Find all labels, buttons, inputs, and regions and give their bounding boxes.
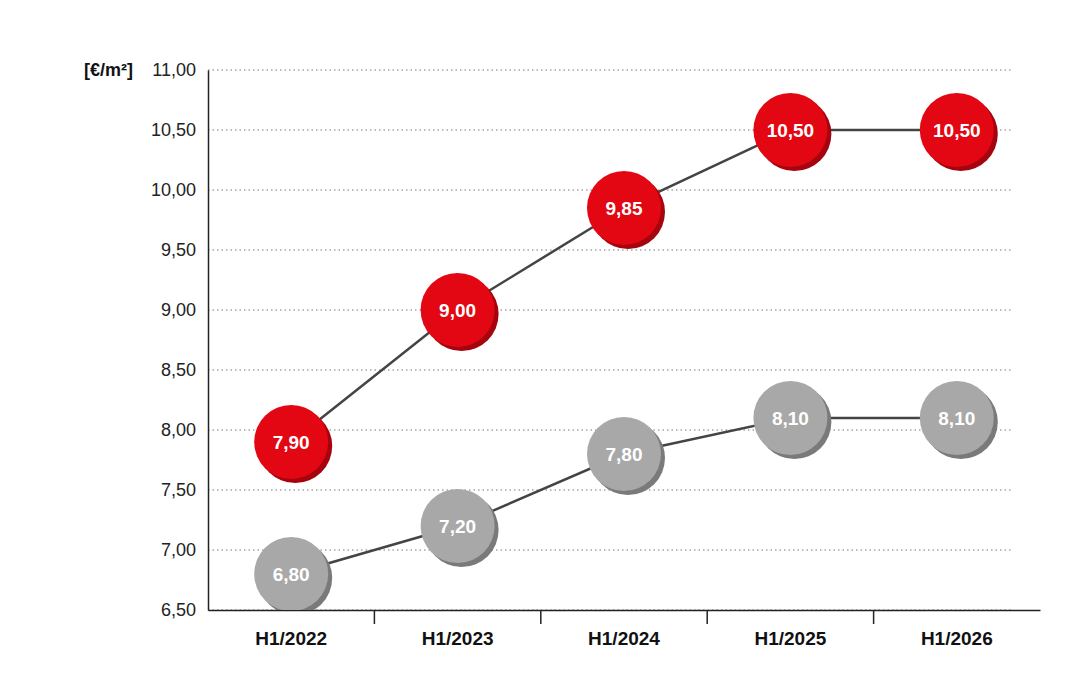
data-label: 7,80 — [606, 444, 643, 465]
coin — [753, 381, 831, 459]
y-axis: 6,50 7,00 7,50 8,00 8,50 9,00 9,50 10,00 10,50 11… — [151, 60, 209, 620]
coin — [254, 537, 332, 610]
coin — [254, 405, 332, 483]
x-tick-label: H1/2026 — [921, 628, 993, 649]
x-separator — [873, 610, 875, 624]
y-tick-label: 11,00 — [152, 60, 196, 80]
plot-area — [254, 93, 998, 610]
x-tick: H1/2024 — [588, 610, 660, 649]
marker — [587, 171, 661, 245]
x-separator — [540, 610, 542, 624]
grid-line — [208, 370, 1012, 371]
y-tick-label: 8,00 — [161, 420, 196, 440]
grid — [208, 70, 1012, 610]
coin — [421, 273, 499, 351]
data-label: 8,10 — [938, 408, 975, 429]
marker — [254, 537, 328, 610]
x-tick-label: H1/2025 — [754, 628, 826, 649]
x-separator — [374, 610, 376, 624]
x-tick-label: H1/2024 — [588, 628, 660, 649]
x-tick-label: H1/2022 — [255, 628, 327, 649]
grid-line — [208, 310, 1012, 311]
data-label: 6,80 — [273, 564, 310, 585]
x-tick: H1/2026 — [921, 610, 993, 649]
data-label: 9,85 — [606, 198, 643, 219]
y-tick-label: 7,00 — [161, 540, 196, 560]
data-label: 10,50 — [767, 120, 815, 141]
y-tick: 9,00 — [161, 300, 208, 320]
marker — [753, 381, 827, 455]
y-tick-label: 9,00 — [161, 300, 196, 320]
y-tick: 9,50 — [161, 240, 208, 260]
y-tick: 8,50 — [161, 360, 208, 380]
coin — [421, 489, 499, 567]
data-labels: 7,90 9,00 9,85 10,50 10,50 6,80 7,20 7,80 8,10 8,… — [273, 120, 981, 585]
x-tick: H1/2025 — [754, 610, 826, 649]
marker — [920, 93, 994, 167]
marker — [254, 405, 328, 479]
marker — [421, 273, 495, 347]
y-axis-line — [208, 71, 210, 611]
chart: 6,50 7,00 7,50 8,00 8,50 9,00 9,50 10,00 10,50 11… — [0, 0, 1080, 675]
x-tick-label: H1/2023 — [422, 628, 494, 649]
data-label: 8,10 — [772, 408, 809, 429]
data-label: 7,20 — [439, 516, 476, 537]
y-tick: 6,50 — [161, 600, 208, 620]
x-separator — [706, 610, 708, 624]
y-tick: 8,00 — [161, 420, 208, 440]
y-tick-label: 10,50 — [151, 120, 196, 140]
coin — [753, 93, 831, 171]
y-tick: 7,50 — [161, 480, 208, 500]
x-tick: H1/2023 — [422, 610, 494, 649]
data-label: 10,50 — [933, 120, 981, 141]
grid-line — [208, 250, 1012, 251]
grid-line — [208, 70, 1012, 71]
y-tick: 7,00 — [161, 540, 208, 560]
y-tick: 10,50 — [151, 120, 208, 140]
grid-line — [208, 550, 1012, 551]
marker — [587, 417, 661, 491]
series-line — [291, 418, 957, 574]
y-tick: 11,00 — [152, 60, 208, 80]
coin — [587, 417, 665, 495]
series-line — [291, 130, 957, 442]
marker — [421, 489, 495, 563]
y-tick-label: 6,50 — [161, 600, 196, 620]
data-label: 7,90 — [273, 432, 310, 453]
x-axis: H1/2022 H1/2023 H1/2024 H1/2025 H1/2026 — [209, 610, 1041, 649]
y-tick-label: 9,50 — [161, 240, 196, 260]
y-tick-label: 7,50 — [161, 480, 196, 500]
coin — [920, 381, 998, 459]
y-tick-label: 8,50 — [161, 360, 196, 380]
marker — [753, 93, 827, 167]
coin — [920, 93, 998, 171]
y-tick-label: 10,00 — [151, 180, 196, 200]
x-tick: H1/2022 — [255, 610, 327, 649]
y-axis-title: [€/m²] — [84, 60, 133, 80]
y-tick: 10,00 — [151, 180, 208, 200]
x-axis-line — [209, 610, 1041, 612]
data-label: 9,00 — [439, 300, 476, 321]
coin — [587, 171, 665, 249]
marker — [920, 381, 994, 455]
